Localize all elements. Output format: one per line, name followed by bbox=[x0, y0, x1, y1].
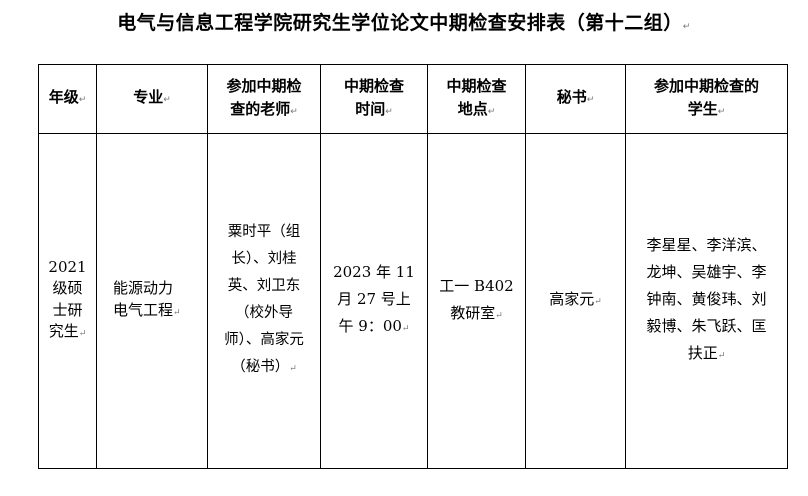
cell-text: 电气工程 bbox=[113, 300, 204, 325]
header-text: 专业 bbox=[100, 86, 204, 112]
cell-text: 2021 bbox=[48, 257, 87, 276]
header-text: 参加中期检查的 bbox=[653, 76, 759, 95]
cell-text: 2023 年 11 bbox=[333, 263, 415, 281]
header-text: 中期检查 bbox=[343, 76, 404, 95]
header-location: 中期检查 地点 bbox=[427, 64, 526, 134]
cell-text: 龙坤、吴雄宇、李 bbox=[646, 263, 767, 281]
cell-text: 教研室 bbox=[431, 300, 522, 330]
cell-text: 扶正 bbox=[629, 340, 784, 370]
cell-text: 毅博、朱飞跃、匡 bbox=[646, 317, 767, 335]
header-text: 秘书 bbox=[529, 86, 622, 112]
cell-text: 李星星、李洋滨、 bbox=[646, 236, 767, 254]
header-text: 地点 bbox=[431, 98, 522, 124]
cell-students: 李星星、李洋滨、 龙坤、吴雄宇、李 钟南、黄俊玮、刘 毅博、朱飞跃、匡 扶正 bbox=[625, 133, 788, 469]
header-text: 参加中期检 bbox=[226, 76, 302, 95]
cell-text: 粟时平（组 bbox=[227, 224, 301, 240]
cell-text: （校外导 bbox=[235, 305, 293, 321]
cell-text: 能源动力 bbox=[113, 279, 174, 297]
header-time: 中期检查 时间 bbox=[320, 64, 428, 134]
header-text: 查的老师 bbox=[211, 98, 317, 124]
table-row: 2021 级硕 士研 究生 能源动力 电气工程 粟时平（组 长）、刘桂 英、刘卫… bbox=[38, 133, 788, 469]
cell-text: 午 9：00 bbox=[324, 313, 424, 343]
cell-location: 工一 B402 教研室 bbox=[427, 133, 526, 469]
header-teachers: 参加中期检 查的老师 bbox=[207, 64, 321, 134]
cell-grade: 2021 级硕 士研 究生 bbox=[38, 133, 97, 469]
header-grade: 年级 bbox=[38, 64, 97, 134]
header-text: 时间 bbox=[324, 98, 424, 124]
cell-text: 士研 bbox=[52, 300, 83, 319]
header-text: 学生 bbox=[629, 98, 784, 124]
cell-time: 2023 年 11 月 27 号上 午 9：00 bbox=[320, 133, 428, 469]
header-secretary: 秘书 bbox=[525, 64, 626, 134]
header-text: 中期检查 bbox=[446, 76, 507, 95]
header-major: 专业 bbox=[96, 64, 208, 134]
cell-text: 月 27 号上 bbox=[337, 290, 411, 308]
cell-text: 长）、刘桂 bbox=[231, 251, 297, 267]
cell-text: 高家元 bbox=[529, 289, 622, 314]
cell-text: 钟南、黄俊玮、刘 bbox=[646, 290, 767, 308]
cell-teachers: 粟时平（组 长）、刘桂 英、刘卫东 （校外导 师）、高家元 （秘书） bbox=[207, 133, 321, 469]
header-students: 参加中期检查的 学生 bbox=[625, 64, 788, 134]
cell-secretary: 高家元 bbox=[525, 133, 626, 469]
cell-text: 师）、高家元 bbox=[224, 332, 304, 348]
header-text: 年级 bbox=[42, 86, 93, 112]
cell-text: （秘书） bbox=[211, 354, 317, 383]
cell-text: 究生 bbox=[42, 321, 93, 346]
cell-major: 能源动力 电气工程 bbox=[96, 133, 208, 469]
document-title: 电气与信息工程学院研究生学位论文中期检查安排表（第十二组） bbox=[0, 8, 808, 35]
cell-text: 级硕 bbox=[52, 279, 83, 297]
cell-text: 英、刘卫东 bbox=[227, 278, 301, 294]
cell-text: 工一 B402 bbox=[439, 276, 514, 295]
